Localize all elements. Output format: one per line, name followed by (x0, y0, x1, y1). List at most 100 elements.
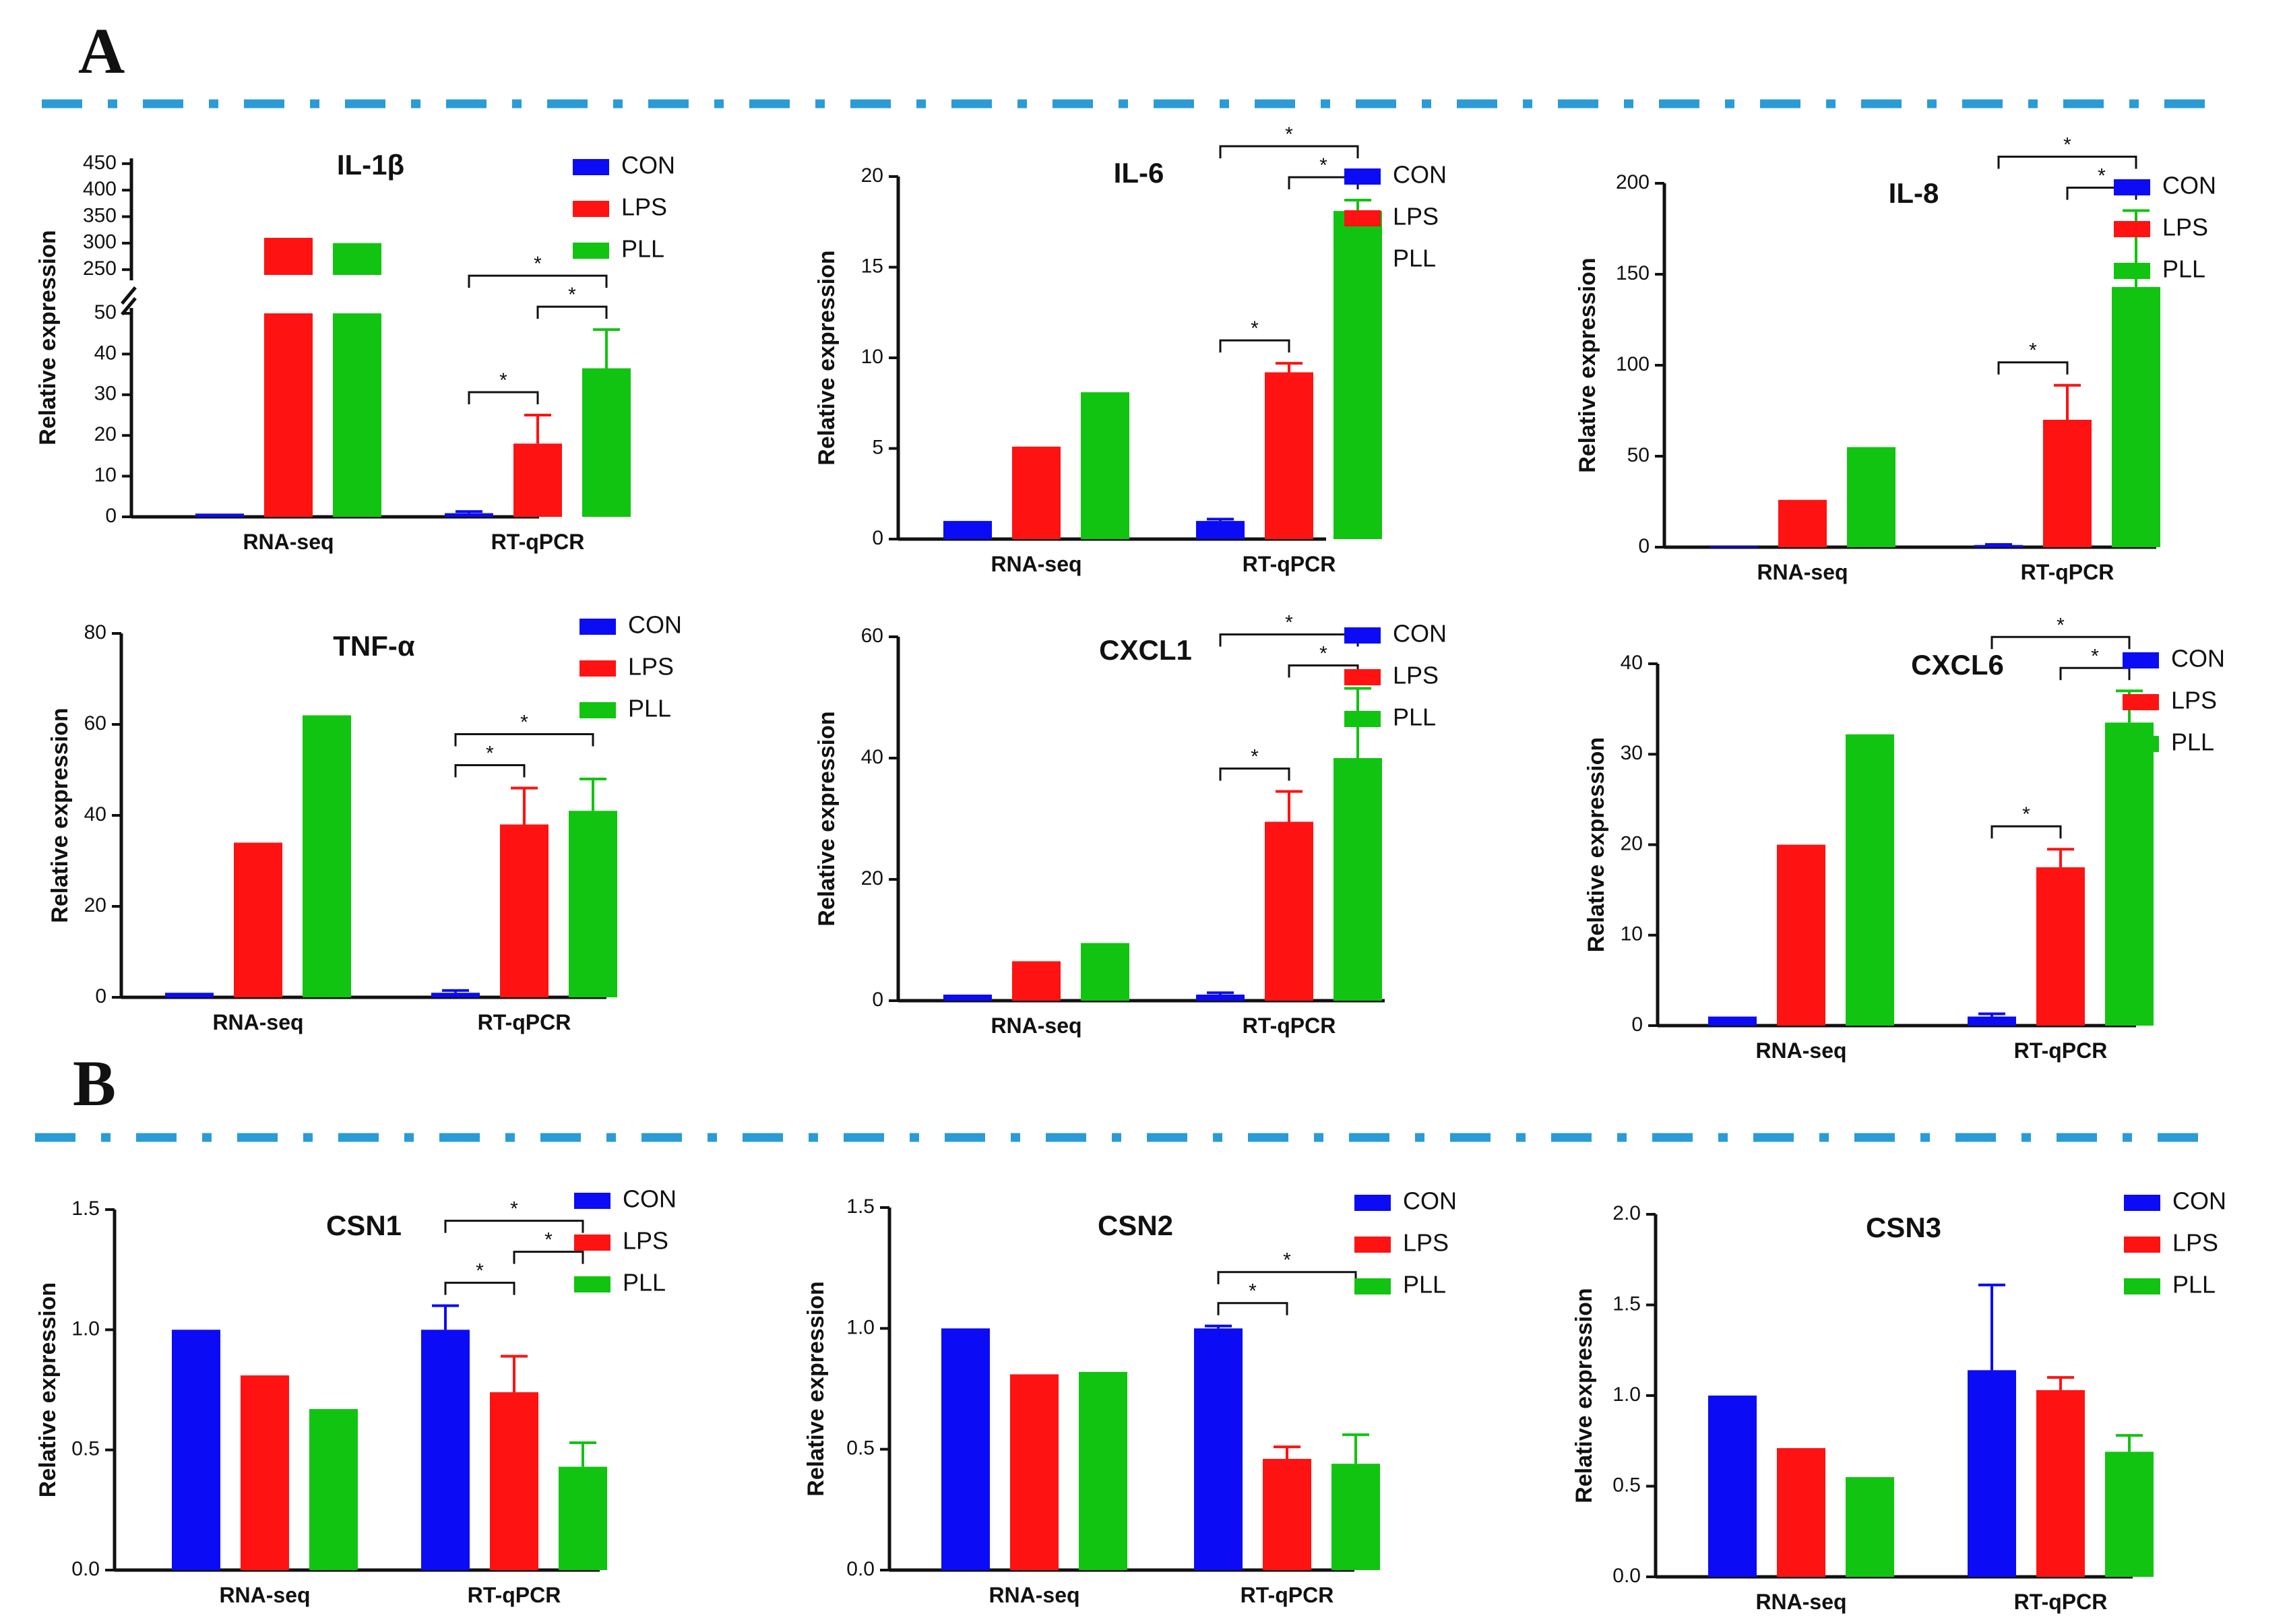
x-category-label: RT-qPCR (478, 1010, 571, 1034)
y-tick-label: 0 (105, 505, 117, 527)
x-category-label: RT-qPCR (2014, 1038, 2108, 1063)
bar-lps-1 (490, 1392, 538, 1570)
bar-lps-1 (513, 443, 562, 517)
significance-bracket (1990, 635, 2131, 650)
bar-con-1 (1196, 521, 1245, 539)
x-category-label: RNA-seq (991, 552, 1081, 576)
legend-label-lps: LPS (2171, 687, 2217, 714)
y-tick-label: 0.0 (846, 1558, 875, 1580)
bar-lps-0 (1777, 844, 1825, 1026)
y-tick-label: 40 (1621, 652, 1643, 674)
legend-label-pll: PLL (628, 695, 671, 722)
y-tick-label: 1.0 (71, 1317, 100, 1340)
panel-label-b: B (73, 1047, 116, 1119)
bar-con-0 (1710, 546, 1758, 548)
bar-con-0 (172, 1330, 220, 1570)
y-axis-label: Relative expression (1575, 257, 1600, 472)
y-axis-label: Relative expression (803, 1281, 829, 1496)
significance-label: * (2022, 803, 2030, 825)
significance-label: * (1249, 1280, 1257, 1303)
x-category-label: RNA-seq (1757, 560, 1848, 584)
legend-label-con: CON (1403, 1187, 1457, 1215)
bar-lps-0 (241, 1375, 289, 1570)
legend-swatch-pll (573, 243, 609, 259)
bar-con-0 (943, 995, 992, 1001)
panel-label-a: A (78, 15, 125, 87)
bar-con-1 (1194, 1328, 1243, 1570)
y-tick-label: 40 (84, 803, 106, 825)
chart-csn2: CSN2 Relative expression 0.0 0.5 1.0 1.5 RNA-s… (803, 1187, 1457, 1607)
legend-label-lps: LPS (628, 653, 674, 681)
legend-label-con: CON (628, 611, 682, 639)
significance-bracket (1219, 768, 1290, 781)
significance-bracket (454, 733, 594, 747)
y-tick-label: 5 (872, 436, 883, 458)
y-tick-label: 0.5 (1612, 1474, 1641, 1496)
legend-label-con: CON (2171, 645, 2225, 673)
y-tick-label: 80 (84, 621, 106, 644)
y-axis-label: Relative expression (814, 711, 840, 926)
bar-pll-0 (1846, 1477, 1894, 1577)
legend-label-lps: LPS (2162, 214, 2208, 241)
bar-con-1 (431, 993, 480, 997)
legend-swatch-con (579, 619, 616, 635)
y-tick-label: 20 (861, 164, 883, 187)
legend-swatch-pll (2114, 263, 2150, 279)
bar-pll-1 (582, 368, 631, 517)
y-tick-label: 0 (872, 527, 883, 549)
bar-lps-0 (1012, 446, 1061, 539)
y-tick-label: 30 (94, 383, 117, 405)
significance-bracket (468, 274, 608, 288)
bar-lps-0 (1010, 1374, 1059, 1570)
bar-lps-0 (1777, 1448, 1825, 1577)
legend-swatch-con (574, 1193, 610, 1209)
bar-lps-1 (2036, 1389, 2085, 1577)
legend-label-con: CON (1393, 161, 1447, 189)
legend-swatch-con (1344, 168, 1381, 185)
chart-tnfa: TNF-α Relative expression 0 20 40 60 80 RNA-seq… (47, 611, 682, 1034)
legend-label-lps: LPS (1403, 1229, 1449, 1257)
significance-label: * (1285, 612, 1293, 634)
x-category-label: RNA-seq (991, 1013, 1081, 1038)
chart-title: CSN3 (1866, 1212, 1941, 1243)
significance-label: * (2063, 134, 2071, 156)
bar-pll-1 (559, 1466, 607, 1570)
bar-pll-0 (1081, 943, 1129, 1001)
y-tick-label: 10 (94, 464, 117, 487)
legend-label-pll: PLL (1393, 245, 1436, 272)
bar-pll-1 (2105, 1451, 2154, 1577)
bar-lps-0 (1012, 961, 1061, 1001)
y-tick-label: 15 (861, 255, 883, 277)
bar-pll-1 (1334, 758, 1382, 1001)
chart-title: CXCL1 (1099, 634, 1192, 666)
bar-lps-1 (2036, 867, 2085, 1026)
significance-bracket (468, 391, 539, 404)
x-category-label: RNA-seq (212, 1010, 303, 1034)
bar-con-1 (421, 1330, 470, 1570)
y-tick-label: 60 (84, 712, 106, 735)
significance-bracket (1219, 339, 1290, 353)
legend-swatch-pll (579, 702, 616, 718)
bar-con-1 (445, 513, 493, 517)
bar-pll-0 (309, 1409, 358, 1570)
bar-con-1 (1196, 995, 1245, 1001)
legend-label-con: CON (621, 152, 675, 179)
y-tick-label: 2.0 (1612, 1202, 1641, 1224)
significance-label: * (544, 1229, 553, 1251)
x-category-label: RNA-seq (243, 530, 334, 554)
legend-label-pll: PLL (2172, 1271, 2216, 1299)
bar-lps-1 (2043, 420, 2092, 547)
legend-label-pll: PLL (2162, 255, 2205, 283)
legend-label-pll: PLL (623, 1269, 666, 1297)
bar-con-0 (195, 513, 244, 517)
bar-pll-0 (1846, 734, 1894, 1026)
x-category-label: RNA-seq (1755, 1590, 1846, 1614)
significance-label: * (2029, 340, 2037, 362)
legend-label-pll: PLL (621, 235, 664, 263)
chart-title: CSN1 (326, 1210, 402, 1241)
legend-swatch-pll (2123, 736, 2159, 752)
legend-swatch-lps (579, 660, 616, 677)
chart-title: IL-6 (1114, 157, 1164, 189)
